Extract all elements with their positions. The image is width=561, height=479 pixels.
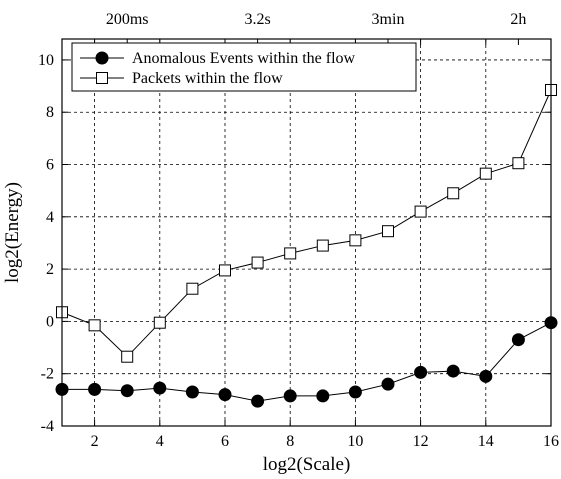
data-point-packets	[414, 205, 427, 218]
data-point-packets	[479, 167, 492, 180]
data-point-anomalous-events	[414, 365, 428, 379]
data-point-packets	[349, 234, 362, 247]
series-anomalous-events	[55, 316, 558, 408]
series-group	[55, 83, 558, 408]
data-point-packets	[382, 225, 394, 238]
data-point-anomalous-events	[251, 394, 265, 408]
legend-label: Packets within the flow	[132, 70, 283, 87]
data-point-anomalous-events	[218, 388, 232, 402]
data-point-anomalous-events	[185, 385, 199, 399]
data-point-packets	[153, 316, 166, 329]
data-point-packets	[316, 239, 329, 252]
x-tick-label: 8	[286, 433, 294, 450]
x-tick-label: 10	[347, 433, 363, 450]
legend-entry: Anomalous Events within the flow	[80, 50, 356, 67]
legend-box	[71, 42, 417, 92]
top-axis-label: 2h	[510, 11, 526, 28]
data-point-anomalous-events	[381, 377, 395, 391]
legend-marker	[96, 72, 108, 84]
x-tick-label: 12	[413, 433, 429, 450]
legend: Anomalous Events within the flow Packets …	[71, 42, 417, 92]
data-point-anomalous-events	[316, 389, 330, 403]
series-line	[62, 322, 552, 402]
data-point-packets	[447, 187, 460, 200]
data-point-anomalous-events	[88, 382, 102, 396]
y-tick-label: 10	[38, 52, 54, 69]
x-tick-label: 4	[156, 433, 164, 450]
data-point-packets	[121, 350, 134, 363]
data-point-anomalous-events	[153, 381, 167, 395]
x-tick-label: 16	[543, 433, 559, 450]
data-point-packets	[512, 157, 525, 170]
top-axis-label: 3.2s	[244, 11, 270, 28]
data-point-packets	[186, 282, 199, 295]
legend-marker	[95, 51, 109, 65]
x-tick-label: 14	[478, 433, 494, 450]
y-axis-title: log2(Energy)	[2, 182, 23, 283]
series-packets	[56, 83, 557, 363]
x-axis-title: log2(Scale)	[263, 454, 351, 475]
data-point-anomalous-events	[446, 364, 460, 378]
y-tick-label: 2	[46, 261, 54, 278]
y-tick-label: 0	[46, 313, 54, 330]
y-tick-label: 8	[46, 104, 54, 121]
y-tick-label: -2	[41, 366, 54, 383]
y-tick-label: 6	[46, 157, 54, 174]
plot-frame	[61, 38, 552, 427]
data-point-packets	[284, 247, 297, 260]
legend-label: Anomalous Events within the flow	[132, 50, 356, 67]
top-axis-label: 200ms	[106, 11, 149, 28]
data-point-packets	[219, 264, 231, 277]
data-point-anomalous-events	[120, 384, 134, 398]
grid	[62, 39, 551, 426]
data-point-anomalous-events	[479, 369, 493, 383]
x-tick-label: 6	[221, 433, 229, 450]
series-line	[61, 89, 552, 358]
data-point-anomalous-events	[348, 385, 362, 399]
legend-entry: Packets within the flow	[80, 70, 283, 87]
top-axis-label: 3min	[372, 11, 405, 28]
data-point-anomalous-events	[283, 389, 297, 403]
data-point-packets	[88, 319, 101, 332]
data-point-packets	[251, 256, 264, 269]
y-tick-label: -4	[41, 418, 54, 435]
y-tick-label: 4	[46, 209, 54, 226]
x-tick-label: 2	[91, 433, 99, 450]
data-point-anomalous-events	[511, 333, 525, 347]
